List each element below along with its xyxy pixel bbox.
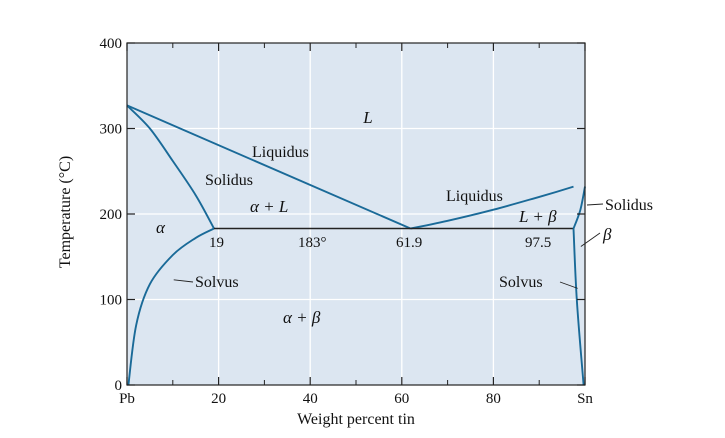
leader-solvus-right	[559, 281, 578, 289]
point-label-97-5: 97.5	[525, 235, 551, 251]
point-label-61-9: 61.9	[396, 235, 422, 251]
x-axis-title: Weight percent tin	[297, 411, 415, 428]
liquidus-label-left: Liquidus	[252, 144, 309, 161]
region-label-liquid-plus-beta: L + β	[518, 207, 557, 226]
x-tick-label: 80	[486, 391, 501, 407]
y-tick-label: 400	[100, 36, 123, 52]
point-label-19: 19	[209, 235, 224, 251]
x-tick-label: 40	[303, 391, 318, 407]
leader-solidus-right	[586, 203, 604, 206]
region-label-alpha: α	[156, 218, 166, 237]
region-label-liquid: L	[362, 108, 372, 127]
x-tick-label: 20	[211, 391, 226, 407]
solvus-label-right: Solvus	[499, 274, 543, 291]
y-tick-label: 100	[100, 293, 123, 309]
y-tick-label: 300	[100, 122, 123, 138]
region-label-beta: β	[602, 225, 612, 244]
point-label-183-degrees: 183°	[298, 235, 327, 251]
y-tick-label: 200	[100, 207, 123, 223]
curve-liquidus-pb-side	[126, 104, 411, 230]
y-tick-label: 0	[115, 378, 123, 394]
text-labels: Temperature (°C) Weight percent tin L Li…	[57, 108, 653, 428]
axis-ticks: Pb 20 40 60 80 Sn 0 100 200 300 400	[100, 36, 594, 407]
solvus-label-left: Solvus	[195, 274, 239, 291]
curve-solvus-sn-side	[572, 228, 585, 386]
region-label-alpha-plus-liquid: α + L	[250, 197, 288, 216]
curve-liquidus-sn-side	[410, 185, 574, 230]
region-label-alpha-plus-beta: α + β	[283, 308, 321, 327]
liquidus-label-right: Liquidus	[446, 188, 503, 205]
solidus-label-right: Solidus	[605, 197, 653, 214]
annotation-lines	[173, 203, 604, 289]
curve-solidus-sn-side	[572, 186, 586, 229]
x-tick-label: Sn	[577, 391, 593, 407]
y-axis-title: Temperature (°C)	[57, 156, 74, 268]
x-tick-label: 60	[394, 391, 409, 407]
leader-solvus-left	[173, 279, 194, 283]
leader-beta	[580, 232, 601, 247]
grid-lines	[127, 43, 585, 385]
x-tick-label: Pb	[119, 391, 135, 407]
phase-curves	[126, 104, 586, 386]
curve-solidus-pb-side	[126, 104, 215, 229]
solidus-label-left: Solidus	[205, 172, 253, 189]
curve-solvus-pb-side	[127, 227, 215, 386]
